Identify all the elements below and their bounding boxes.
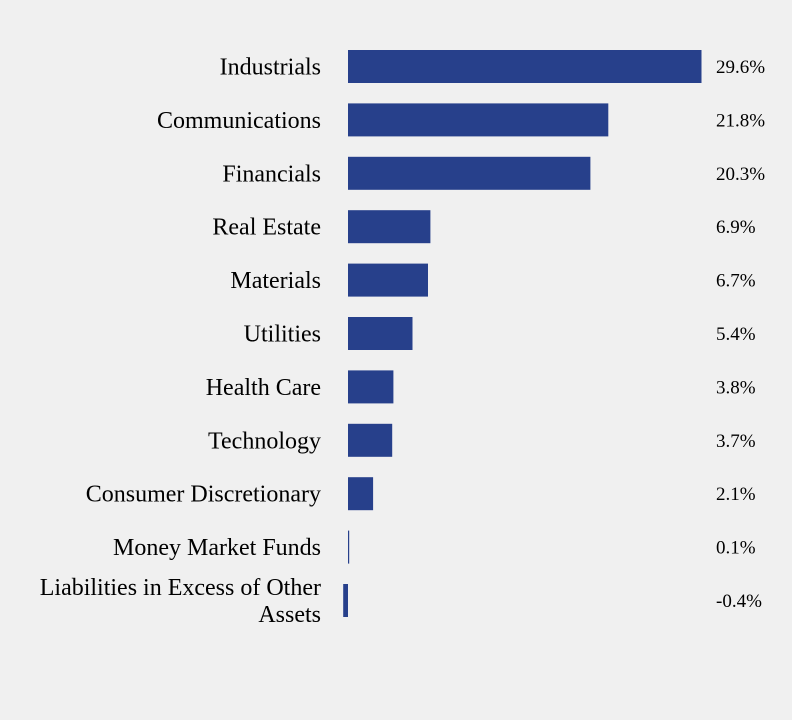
category-label-3: Real Estate — [212, 215, 321, 241]
value-label-8: 2.1% — [716, 484, 756, 505]
value-label-2: 20.3% — [716, 164, 765, 185]
value-label-0: 29.6% — [716, 57, 765, 78]
value-label-7: 3.7% — [716, 431, 756, 452]
bar-10 — [343, 584, 348, 617]
value-labels-group: 29.6% 21.8% 20.3% 6.9% 6.7% 5.4% 3.8% 3.7% 2.1% 0… — [716, 57, 765, 612]
value-label-6: 3.8% — [716, 377, 756, 398]
bar-3 — [348, 210, 430, 243]
value-label-1: 21.8% — [716, 110, 765, 131]
value-label-4: 6.7% — [716, 271, 756, 292]
category-label-6: Health Care — [206, 375, 321, 401]
bar-4 — [348, 264, 428, 297]
value-label-5: 5.4% — [716, 324, 756, 345]
value-label-10: -0.4% — [716, 591, 762, 612]
category-label-2: Financials — [222, 161, 321, 187]
category-label-7: Technology — [208, 428, 321, 454]
bar-7 — [348, 424, 392, 457]
category-label-9: Money Market Funds — [113, 535, 321, 561]
category-label-8: Consumer Discretionary — [86, 482, 321, 508]
value-label-3: 6.9% — [716, 217, 756, 238]
bar-1 — [348, 103, 608, 136]
bar-6 — [348, 370, 393, 403]
category-label-10: Liabilities in Excess of Other Assets — [40, 575, 321, 628]
bar-0 — [348, 50, 702, 83]
bars-group — [343, 50, 701, 617]
bar-2 — [348, 157, 590, 190]
category-label-1: Communications — [157, 108, 321, 134]
bar-9 — [348, 531, 349, 564]
bar-5 — [348, 317, 413, 350]
bar-8 — [348, 477, 373, 510]
value-label-9: 0.1% — [716, 538, 756, 559]
category-labels-group: Industrials Communications Financials Real … — [40, 55, 321, 629]
category-label-0: Industrials — [220, 55, 321, 81]
category-label-4: Materials — [230, 268, 321, 294]
category-label-5: Utilities — [244, 322, 321, 348]
